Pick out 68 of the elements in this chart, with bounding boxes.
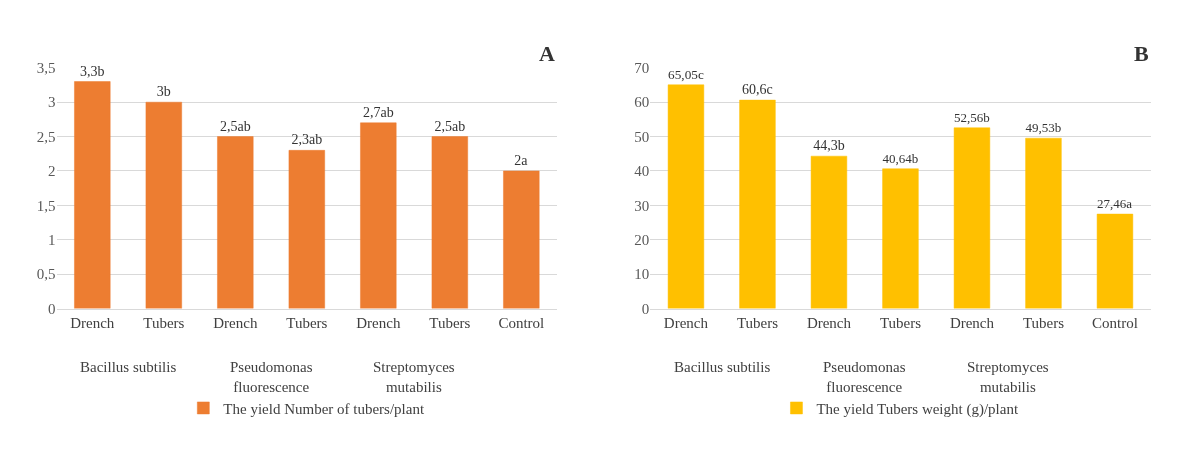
y-tick-label: 40 bbox=[634, 163, 650, 180]
data-label: 49,53b bbox=[1025, 120, 1062, 136]
text: Streptomyces mutabilis bbox=[373, 359, 455, 395]
bar bbox=[810, 155, 848, 309]
bar bbox=[1025, 137, 1062, 309]
text: Streptomyces mutabilis bbox=[967, 359, 1049, 395]
y-tick-label: 3 bbox=[48, 94, 56, 111]
y-tick-label: 70 bbox=[634, 60, 650, 77]
bar bbox=[667, 84, 705, 309]
x-tick-label: Drench bbox=[356, 314, 401, 331]
y-tick-label: 1 bbox=[48, 231, 56, 248]
x-tick-label: Control bbox=[1092, 314, 1138, 331]
x-tick-label: Tubers bbox=[1022, 314, 1065, 331]
data-label: 40,64b bbox=[882, 150, 919, 166]
y-tick-label: 50 bbox=[634, 128, 650, 145]
data-label: 44,3b bbox=[813, 138, 845, 154]
x-tick-label: Tubers bbox=[286, 314, 328, 331]
y-tick-label: 10 bbox=[634, 266, 650, 283]
data-label: 65,05c bbox=[668, 66, 704, 82]
x-tick-label: Tubers bbox=[736, 314, 779, 331]
text: Bacillus subtilis bbox=[80, 359, 177, 375]
data-label: 60,6c bbox=[742, 82, 773, 98]
text: Pseudomonas fluorescence bbox=[823, 359, 906, 395]
x-tick-label: Tubers bbox=[143, 314, 185, 331]
legend-label: The yield Number of tubers/plant bbox=[223, 400, 425, 417]
bar bbox=[360, 122, 397, 309]
data-label: 2,7ab bbox=[362, 104, 394, 120]
x-tick-label: Drench bbox=[663, 314, 709, 331]
x-tick-label: Tubers bbox=[879, 314, 922, 331]
y-tick-label: 0,5 bbox=[36, 266, 56, 283]
bar bbox=[74, 81, 111, 309]
bar bbox=[217, 136, 254, 309]
text: Bacillus subtilis bbox=[674, 359, 771, 375]
data-label: 27,46a bbox=[1097, 196, 1133, 212]
y-tick-label: 2,5 bbox=[36, 128, 56, 145]
x-tick-label: Drench bbox=[806, 314, 852, 331]
text: B bbox=[1134, 41, 1149, 66]
data-label: 3b bbox=[156, 84, 171, 100]
x-tick-label: Control bbox=[498, 314, 545, 331]
y-tick-label: 20 bbox=[634, 231, 650, 248]
y-tick-label: 60 bbox=[634, 94, 650, 111]
data-label: 2,5ab bbox=[434, 118, 466, 134]
bar bbox=[1096, 213, 1134, 309]
data-label: 2a bbox=[514, 152, 529, 168]
data-label: 52,56b bbox=[954, 109, 990, 125]
bar bbox=[739, 99, 776, 309]
bar bbox=[431, 136, 468, 309]
bar bbox=[953, 127, 991, 309]
y-tick-label: 30 bbox=[634, 197, 650, 214]
y-tick-label: 0 bbox=[641, 300, 650, 317]
bar bbox=[882, 168, 919, 309]
legend-label: The yield Tubers weight (g)/plant bbox=[816, 400, 1019, 418]
data-label: 3,3b bbox=[80, 63, 105, 79]
x-tick-label: Tubers bbox=[429, 314, 471, 331]
x-tick-label: Drench bbox=[70, 314, 115, 331]
text: Pseudomonas fluorescence bbox=[230, 359, 313, 395]
x-tick-label: Drench bbox=[949, 314, 995, 331]
text: A bbox=[539, 41, 555, 66]
bar bbox=[288, 150, 325, 309]
bar bbox=[145, 101, 182, 309]
x-tick-label: Drench bbox=[213, 314, 258, 331]
y-tick-label: 2 bbox=[48, 163, 56, 180]
y-tick-label: 0 bbox=[48, 300, 56, 317]
data-label: 2,5ab bbox=[219, 118, 251, 134]
y-tick-label: 1,5 bbox=[36, 197, 56, 214]
bar bbox=[503, 170, 540, 309]
y-tick-label: 3,5 bbox=[36, 60, 56, 77]
data-label: 2,3ab bbox=[291, 132, 323, 148]
